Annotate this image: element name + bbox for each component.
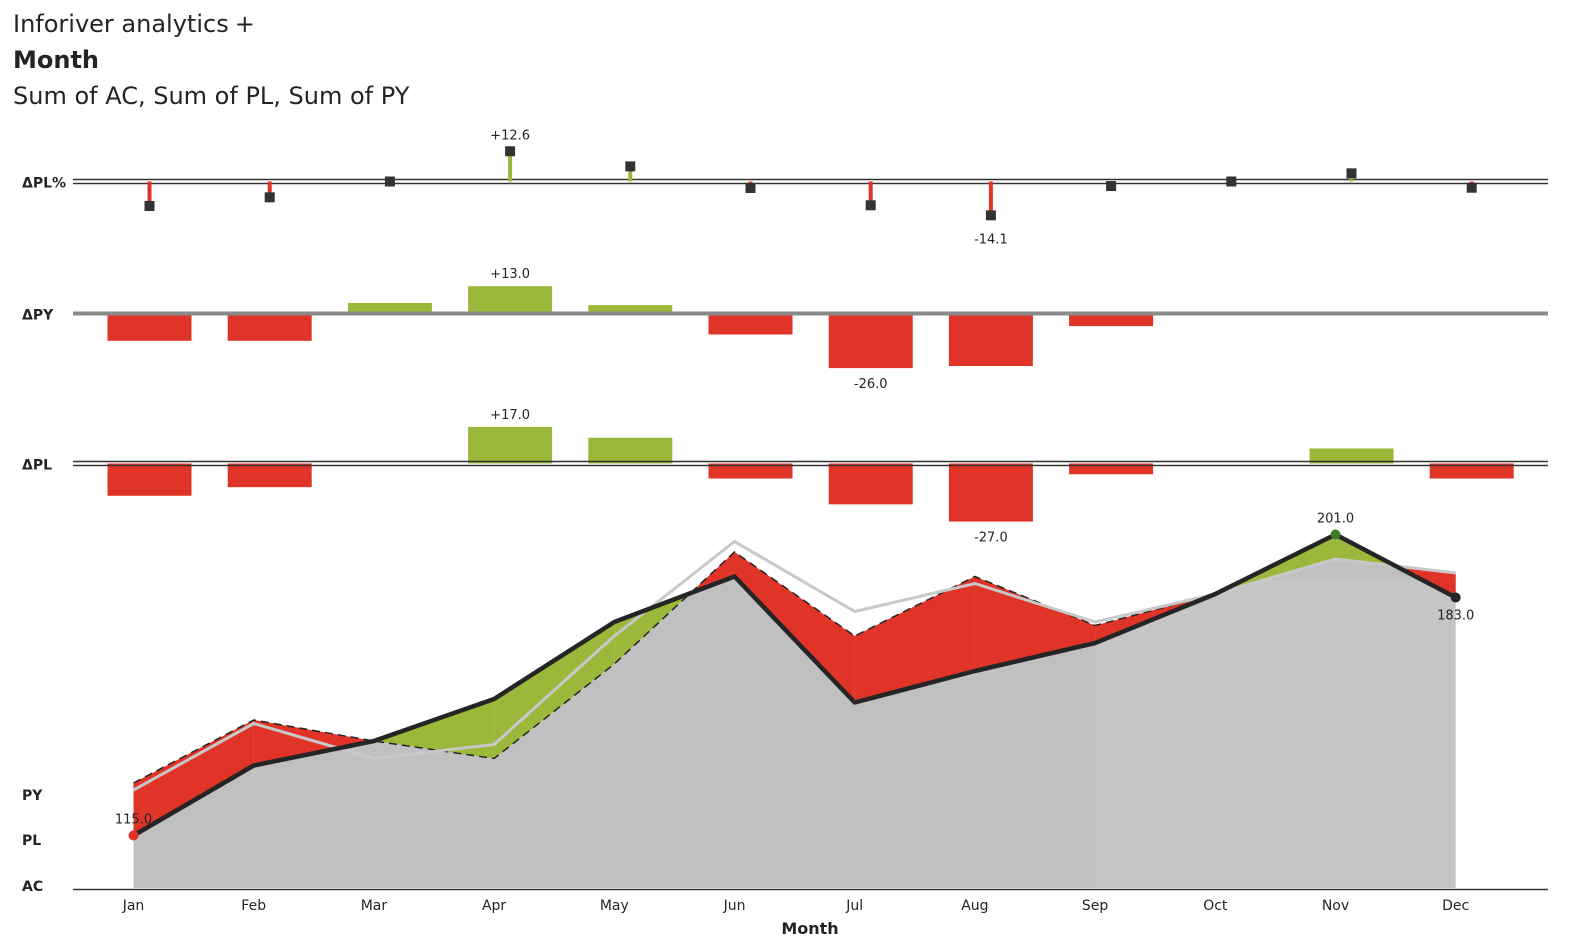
dpl-row-label: ΔPL — [22, 458, 52, 474]
dpl-bar-aug — [948, 463, 1033, 522]
x-tick-label-dec: Dec — [1442, 898, 1469, 914]
dpl-bar-jul — [828, 463, 913, 505]
dpy-bar-mar — [347, 303, 432, 314]
ac-point-nov — [1330, 529, 1341, 540]
dpy-panel: +13.0 -26.0 ΔPY — [22, 267, 1548, 392]
dpl-pct-marker-may — [625, 161, 636, 172]
dpl-bar-dec — [1429, 463, 1514, 479]
main-area-panel: 115.0 201.0 183.0 PY PL AC — [22, 512, 1548, 895]
dpy-bar-jul — [828, 313, 913, 369]
measures-subtitle: Sum of AC, Sum of PL, Sum of PY — [13, 82, 410, 110]
axis-subtitle: Month — [13, 46, 100, 74]
x-tick-label-jul: Jul — [845, 898, 863, 914]
ac-row-label: AC — [22, 879, 43, 895]
dpl-data-label: -27.0 — [974, 531, 1008, 546]
dpl-pct-marker-jun — [745, 182, 756, 193]
dpl-bar-nov — [1309, 448, 1394, 464]
variance-band-may-a — [614, 593, 691, 664]
pl-row-label: PL — [22, 833, 41, 849]
dpy-bar-aug — [948, 313, 1033, 366]
dpl-pct-marker-jan — [144, 200, 155, 211]
dpy-bar-may — [588, 305, 673, 314]
x-tick-label-mar: Mar — [361, 898, 388, 914]
x-tick-label-apr: Apr — [482, 898, 506, 914]
ac-point-dec — [1450, 592, 1461, 603]
dpy-bar-feb — [227, 313, 312, 341]
x-tick-label-may: May — [600, 898, 629, 914]
x-tick-label-nov: Nov — [1322, 898, 1349, 914]
forecast-shade — [1095, 580, 1456, 888]
variance-band-jan — [133, 720, 254, 836]
dpl-bar-apr — [468, 426, 553, 464]
ac-point-label: 183.0 — [1437, 609, 1474, 624]
x-tick-label-jan: Jan — [122, 898, 145, 914]
dpl-pct-marker-apr — [505, 146, 516, 157]
x-tick-label-sep: Sep — [1082, 898, 1109, 914]
dpl-pct-panel: ΔPL% +12.6 -14.1 — [22, 128, 1548, 247]
x-axis-title: Month — [781, 919, 838, 938]
pl-area — [133, 552, 1456, 888]
dpl-pct-marker-jul — [865, 200, 876, 211]
dpl-bar-jun — [708, 463, 793, 479]
dpl-pct-marker-mar — [384, 176, 395, 187]
x-axis: Jan Feb Mar Apr May Jun Jul Aug Sep Oct Nov Dec Mont… — [122, 898, 1470, 938]
variance-band-jul — [854, 576, 975, 703]
ac-point-label: 201.0 — [1317, 512, 1354, 527]
dpy-data-label: +13.0 — [490, 267, 530, 282]
dpl-pct-marker-dec — [1466, 182, 1477, 193]
dpl-panel: +17.0 -27.0 ΔPL — [22, 408, 1548, 546]
dpy-row-label: ΔPY — [22, 308, 54, 324]
dpl-bar-jan — [107, 463, 192, 496]
dpl-pct-data-label: +12.6 — [490, 128, 530, 143]
dpl-bar-feb — [227, 463, 312, 488]
x-tick-label-jun: Jun — [723, 898, 746, 914]
py-row-label: PY — [22, 788, 43, 804]
variance-band-mar — [373, 699, 495, 759]
dpy-bar-jan — [107, 313, 192, 341]
dpy-bar-sep — [1069, 313, 1154, 327]
dpy-bar-apr — [468, 286, 553, 314]
variance-band-jun — [734, 552, 855, 703]
visual-title: Inforiver analytics + — [13, 10, 255, 38]
x-tick-label-feb: Feb — [241, 898, 266, 914]
add-icon[interactable]: + — [234, 10, 255, 38]
x-tick-label-oct: Oct — [1203, 898, 1228, 914]
dpy-bar-jun — [708, 313, 793, 335]
py-line — [132, 539, 1456, 792]
dpl-bar-sep — [1069, 463, 1154, 475]
dpl-data-label: +17.0 — [490, 408, 530, 423]
ac-line — [132, 532, 1457, 838]
title-text: Inforiver analytics — [13, 10, 229, 38]
dpl-pct-marker-aug — [985, 210, 996, 221]
dpl-pct-row-label: ΔPL% — [22, 176, 66, 192]
x-tick-label-aug: Aug — [961, 898, 988, 914]
dpl-pct-marker-sep — [1106, 181, 1117, 192]
dpl-pct-marker-feb — [264, 192, 275, 203]
dpl-pct-data-label: -14.1 — [974, 232, 1008, 247]
variance-band-aug — [974, 576, 1096, 671]
dpl-bar-may — [588, 437, 673, 464]
dpl-pct-marker-nov — [1346, 168, 1357, 179]
ac-point-jan — [128, 830, 139, 841]
dpl-pct-marker-oct — [1226, 176, 1237, 187]
dpy-data-label: -26.0 — [854, 377, 888, 392]
ac-point-label: 115.0 — [115, 813, 152, 828]
